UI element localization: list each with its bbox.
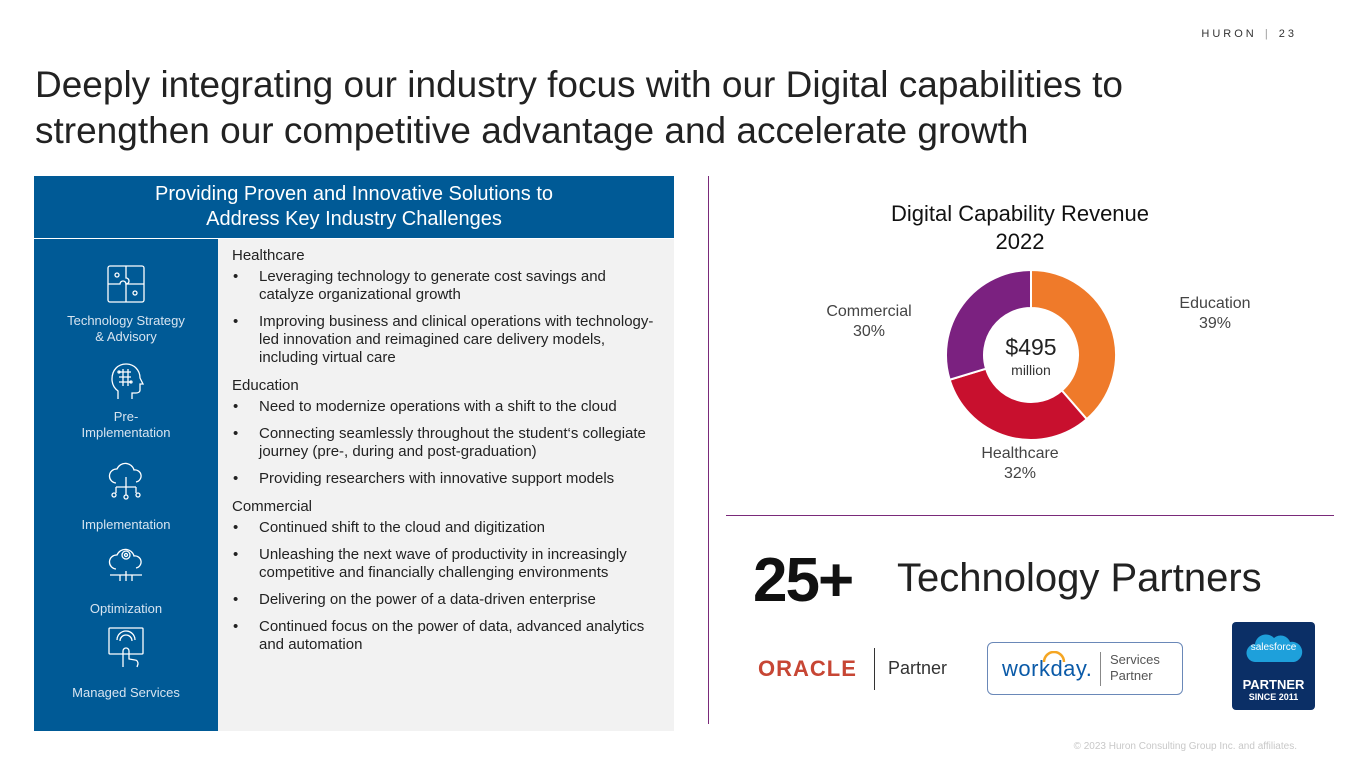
capability-label: Technology Strategy & Advisory [67, 313, 185, 344]
bullet-item: Continued focus on the power of data, ad… [232, 618, 662, 654]
bullet-item: Leveraging technology to generate cost s… [232, 268, 662, 304]
oracle-wordmark: ORACLE [758, 656, 857, 681]
chart-center-unit: million [1011, 362, 1051, 378]
header-separator: | [1264, 28, 1271, 40]
chart-center-value: $495 [1005, 334, 1057, 360]
page-header: HURON | 23 [1201, 28, 1297, 40]
copyright-footer: © 2023 Huron Consulting Group Inc. and a… [1073, 741, 1297, 752]
bullet-item: Delivering on the power of a data-driven… [232, 591, 662, 609]
slice-percent: 39% [1198, 315, 1232, 332]
slice-name: Commercial [826, 303, 912, 320]
capability-managed-services: Managed Services [34, 625, 218, 701]
workday-partner-tag: Services Partner [1110, 652, 1160, 684]
section-heading: Healthcare [232, 247, 305, 264]
workday-tag-line1: Services [1110, 652, 1160, 667]
donut-chart [945, 268, 1117, 441]
horizontal-divider [726, 515, 1334, 516]
donut-slice-commercial [945, 268, 1032, 382]
donut-slice-education [1030, 268, 1117, 421]
section-education: Education Need to modernize operations w… [232, 376, 662, 488]
workday-wordmark: workday. [1002, 656, 1093, 681]
partner-count: 25+ [753, 546, 854, 615]
cloud-network-icon [104, 457, 148, 501]
bullet-item: Providing researchers with innovative su… [232, 470, 662, 488]
touch-screen-icon [104, 625, 148, 669]
salesforce-wordmark: salesforce [1250, 642, 1297, 653]
section-commercial: Commercial Continued shift to the cloud … [232, 497, 662, 654]
capability-label: Pre- Implementation [81, 409, 171, 440]
salesforce-partner-badge: salesforce PARTNER SINCE 2011 [1232, 622, 1315, 710]
oracle-partner-logo: ORACLE Partner [758, 646, 953, 692]
workday-tag-line2: Partner [1110, 668, 1153, 683]
section-heading: Commercial [232, 498, 313, 515]
slice-percent: 32% [1003, 465, 1037, 482]
bullet-item: Connecting seamlessly throughout the stu… [232, 425, 662, 461]
logo-divider [1100, 652, 1101, 686]
chart-title: Digital Capability Revenue 2022 [840, 200, 1200, 256]
cloud-gear-icon [104, 541, 148, 585]
panel-heading-line2: Address Key Industry Challenges [206, 208, 502, 230]
workday-partner-logo: workday. Services Partner [987, 642, 1183, 695]
panel-heading: Providing Proven and Innovative Solution… [34, 176, 674, 238]
section-heading: Education [232, 377, 299, 394]
head-circuit-icon [104, 359, 148, 403]
capability-label: Optimization [89, 601, 163, 616]
slice-name: Healthcare [981, 445, 1059, 462]
bullet-item: Unleashing the next wave of productivity… [232, 546, 662, 582]
slice-name: Education [1179, 295, 1251, 312]
donut-slice-healthcare [948, 367, 1089, 441]
chart-title-line1: Digital Capability Revenue [890, 201, 1150, 226]
puzzle-icon [104, 263, 148, 307]
capability-label: Managed Services [72, 685, 180, 700]
vertical-divider [708, 176, 709, 724]
oracle-partner-tag: Partner [888, 658, 948, 678]
brand-name: HURON [1201, 28, 1257, 40]
slide-title: Deeply integrating our industry focus wi… [35, 64, 1123, 151]
bullet-item: Continued shift to the cloud and digitiz… [232, 519, 662, 537]
chart-title-line2: 2022 [995, 229, 1045, 254]
capability-technology-strategy: Technology Strategy & Advisory [34, 263, 218, 345]
partners-label: Technology Partners [897, 556, 1262, 600]
logo-divider [874, 648, 875, 690]
capability-label: Implementation [81, 517, 171, 532]
salesforce-since-tag: SINCE 2011 [1248, 692, 1299, 702]
slice-label-commercial: Commercial 30% [805, 302, 933, 342]
slice-label-education: Education 39% [1150, 294, 1280, 334]
capability-implementation: Implementation [34, 457, 218, 533]
slice-percent: 30% [852, 323, 886, 340]
salesforce-partner-tag: PARTNER [1242, 677, 1305, 692]
slice-label-healthcare: Healthcare 32% [960, 444, 1080, 484]
page-number: 23 [1278, 28, 1297, 40]
salesforce-cloud-icon [1246, 634, 1303, 663]
capability-optimization: Optimization [34, 541, 218, 617]
bullet-item: Need to modernize operations with a shif… [232, 398, 662, 416]
workday-arc-icon [1042, 651, 1066, 663]
challenges-content: Healthcare Leveraging technology to gene… [232, 246, 662, 663]
panel-heading-line1: Providing Proven and Innovative Solution… [154, 183, 554, 205]
bullet-item: Improving business and clinical operatio… [232, 313, 662, 367]
capabilities-sidebar: Technology Strategy & Advisory Pre- Impl… [34, 239, 218, 731]
capability-pre-implementation: Pre- Implementation [34, 359, 218, 441]
section-healthcare: Healthcare Leveraging technology to gene… [232, 246, 662, 367]
